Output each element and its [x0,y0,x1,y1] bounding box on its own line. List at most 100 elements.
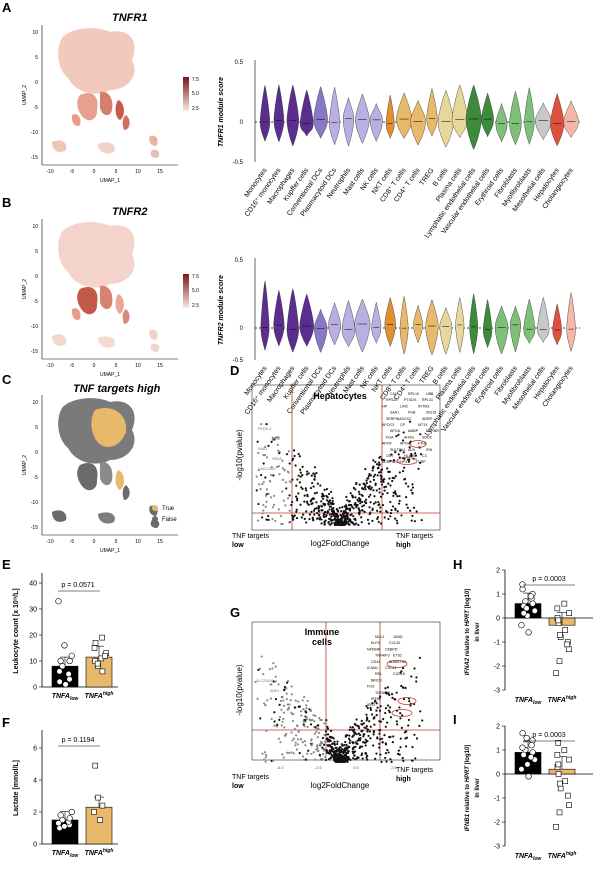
volcano-point [316,511,319,515]
data-point [531,607,538,614]
volcano-point [354,488,357,491]
volcano-point [323,749,326,752]
volcano-point [383,478,386,481]
volcano-point [288,703,291,706]
volcano-point [404,686,407,690]
volcano-point [402,686,405,689]
volcano-point [283,689,286,692]
volcano-point [391,696,394,699]
violin-14 [437,89,454,148]
volcano-point [291,712,294,716]
volcano-point [419,433,422,436]
volcano-point [366,728,370,731]
volcano-point [255,475,258,478]
volcano-point [394,451,397,454]
volcano-point [321,752,325,756]
volcano-point [269,697,273,700]
volcano-point [264,476,267,479]
volcano-point [375,463,379,466]
violin-11 [396,92,412,139]
volcano-point [300,738,303,741]
violin-5 [314,308,328,353]
volcano-point [353,754,356,757]
volcano-point [309,486,313,490]
volcano-point [313,466,317,469]
volcano-point [403,478,406,481]
volcano-point [345,743,348,747]
volcano-point [380,468,383,472]
volcano-point [292,457,295,460]
volcano-point [311,718,314,721]
bar-ytick: -3 [494,844,500,851]
volcano-point [271,506,275,509]
group-label-low: TNFAlow [52,850,80,859]
volcano-point [362,722,365,725]
volcano-point [335,520,338,523]
volcano-point [280,522,283,526]
volcano-point [379,705,382,708]
volcano-point [257,451,260,454]
volcano-point [375,709,378,712]
data-point [527,754,535,761]
volcano-point [419,461,422,464]
volcano-point [322,502,325,505]
volcano-point [379,510,382,513]
volcano-point [408,458,411,461]
gene-label: SERPINA3 [386,417,404,421]
volcano-point [360,754,363,757]
volcano-point [295,516,299,520]
data-point [65,670,72,678]
volcano-point [349,514,352,517]
volcano-point [379,471,382,474]
volcano-point [303,494,306,497]
panel-d-label: D [230,363,240,378]
volcano-point [413,667,416,670]
bar-high [85,806,113,845]
volcano-point [263,751,267,754]
volcano-point [415,676,418,679]
volcano-point [364,498,368,501]
volcano-point [394,490,397,493]
volcano-point [368,512,371,516]
volcano-point [264,494,268,497]
umap-ytick: -10 [31,130,38,136]
volcano-point [375,714,378,717]
violin2-ytick-lo: -0.5 [233,358,244,364]
volcano-point [382,718,385,721]
gene-label: IRF1 [371,697,379,701]
data-point [56,678,63,685]
volcano-point [384,485,388,488]
volcano-point [287,708,290,711]
volcano-point [265,500,268,503]
gene-label: APOH [400,442,411,446]
volcano-point [342,760,345,763]
volcano-point [403,466,406,469]
volcano-point [288,521,291,524]
group-label-low: TNFAlow [515,853,543,862]
volcano-point [381,493,384,496]
volcano-point [280,724,283,727]
umap-a-title: TNFR1 [112,12,148,24]
volcano-point [352,757,355,760]
volcano-point [257,468,260,472]
bar-i-ylabel-unit: [log10] [465,745,471,766]
gene-label: CIU [390,392,397,396]
volcano-point [409,704,412,707]
volcano-g-left-a: TNF targets [232,774,269,781]
volcano-point [399,746,402,749]
volcano-point [349,492,352,495]
data-point [66,815,73,822]
volcano-point [278,452,281,455]
bar-ytick: 2 [496,724,500,731]
umap-ytick: 10 [32,30,38,36]
volcano-point [305,716,308,719]
volcano-point [372,744,375,747]
group-label-high: TNFAhigh [85,848,114,857]
volcano-point [283,734,286,737]
volcano-point [318,716,321,720]
volcano-point [352,507,355,510]
violin-23 [566,292,576,353]
volcano-point [408,446,411,449]
volcano-point [340,743,343,746]
volcano-point [346,512,349,515]
